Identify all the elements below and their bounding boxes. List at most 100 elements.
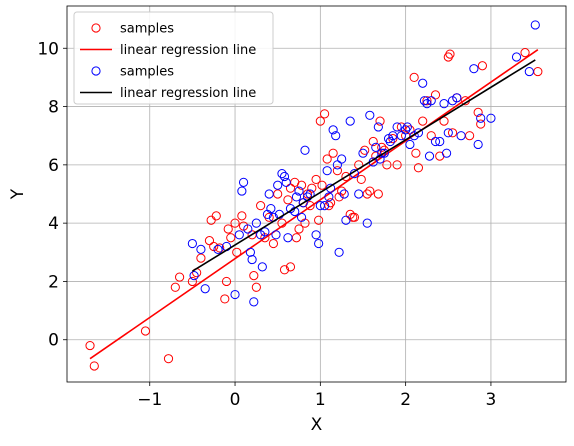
y-tick-label: 0 <box>48 331 59 351</box>
data-point <box>226 233 236 243</box>
data-point <box>237 186 247 196</box>
data-point <box>291 192 302 202</box>
legend-label: linear regression line <box>120 86 256 101</box>
data-point <box>196 253 206 263</box>
data-point <box>314 238 324 249</box>
data-point <box>533 66 543 77</box>
data-point <box>285 262 296 272</box>
data-point <box>418 78 428 88</box>
data-point <box>296 212 307 222</box>
data-point <box>238 177 249 187</box>
data-point <box>273 180 283 190</box>
data-point <box>249 297 259 307</box>
data-point <box>273 189 283 199</box>
data-point <box>220 294 230 304</box>
data-point <box>174 272 185 282</box>
data-point <box>251 218 261 228</box>
data-point <box>234 230 244 240</box>
data-point <box>360 145 370 155</box>
data-point <box>358 148 368 158</box>
data-point <box>307 183 317 193</box>
data-point <box>373 122 383 132</box>
data-point <box>223 224 233 234</box>
data-point <box>85 340 95 351</box>
data-point <box>356 174 366 185</box>
data-point <box>285 183 296 193</box>
data-point <box>382 160 392 170</box>
data-point <box>452 93 462 103</box>
legend-item: linear regression line <box>80 86 256 101</box>
data-point <box>511 52 522 62</box>
data-point <box>379 148 389 158</box>
data-point <box>354 189 364 199</box>
data-point <box>447 128 458 138</box>
data-point <box>469 64 479 74</box>
data-point <box>196 244 206 254</box>
data-point <box>328 125 338 135</box>
y-axis-label: Y <box>8 188 28 200</box>
data-point <box>385 136 395 147</box>
data-point <box>332 160 342 170</box>
x-tick-label: 3 <box>486 390 497 410</box>
data-point <box>486 113 496 123</box>
y-tick-label: 4 <box>48 214 59 234</box>
data-point <box>315 116 325 126</box>
data-point <box>373 189 383 199</box>
data-point <box>170 282 180 292</box>
y-axis-ticks: 0 2 4 6 8 10 <box>37 39 67 351</box>
data-point <box>328 148 338 158</box>
data-point <box>334 192 344 202</box>
data-point <box>426 131 436 141</box>
legend-item: samples <box>91 65 174 80</box>
samples-series-2 <box>187 20 540 307</box>
legend-marker <box>91 23 101 33</box>
data-point <box>473 107 483 117</box>
data-point <box>251 282 261 292</box>
data-point <box>477 61 488 71</box>
data-point <box>320 201 330 211</box>
data-point <box>189 271 199 281</box>
data-point <box>230 289 240 300</box>
data-point <box>520 48 530 58</box>
data-point <box>443 52 453 62</box>
data-point <box>213 244 223 254</box>
data-point <box>315 201 325 211</box>
y-tick-label: 10 <box>37 39 59 59</box>
data-point <box>291 233 302 243</box>
data-point <box>245 247 255 257</box>
data-point <box>204 236 215 246</box>
regression-line-series-1 <box>89 49 539 360</box>
legend-label: samples <box>120 22 174 37</box>
data-point <box>322 166 332 176</box>
data-point <box>266 203 276 214</box>
data-point <box>424 151 435 161</box>
data-point <box>409 72 419 83</box>
data-point <box>401 125 411 135</box>
data-point <box>283 233 293 243</box>
data-point <box>413 163 424 173</box>
data-point <box>332 166 342 176</box>
data-point <box>422 96 432 106</box>
data-point <box>298 198 308 208</box>
data-point <box>405 139 415 150</box>
data-point <box>341 215 351 225</box>
data-point <box>377 148 387 158</box>
data-point <box>296 180 307 190</box>
data-point <box>418 116 428 126</box>
data-point <box>426 96 436 106</box>
data-point <box>232 247 242 257</box>
data-point <box>264 212 274 222</box>
data-point <box>140 326 151 336</box>
data-point <box>334 247 344 257</box>
x-tick-label: 0 <box>230 390 241 410</box>
data-point <box>349 212 360 222</box>
y-tick-label: 8 <box>48 98 59 118</box>
data-point <box>371 142 381 152</box>
x-tick-label: −1 <box>137 390 162 410</box>
data-point <box>377 142 387 152</box>
data-point <box>524 66 534 77</box>
data-point <box>317 180 327 190</box>
data-point <box>237 211 247 221</box>
